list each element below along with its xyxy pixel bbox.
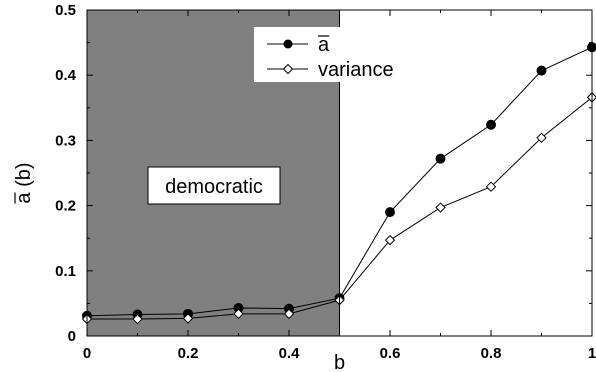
- y-tick-label: 0.2: [55, 198, 76, 215]
- data-point-diamond: [283, 308, 295, 320]
- legend-label: a: [318, 34, 330, 56]
- y-axis-label: a (b): [13, 162, 35, 203]
- data-point-circle: [435, 153, 446, 164]
- region-label-box: [147, 166, 281, 205]
- data-point-diamond: [233, 308, 244, 320]
- x-tick-label: 0.2: [178, 345, 199, 362]
- legend-marker-circle: [283, 39, 293, 49]
- legend: a variance: [254, 27, 414, 82]
- x-tick-label: 0.4: [279, 345, 301, 362]
- legend-box: [254, 27, 414, 82]
- series-layer: [81, 42, 596, 325]
- data-point-diamond: [485, 181, 497, 192]
- data-point-diamond: [435, 202, 446, 213]
- y-tick-label: 0.4: [55, 67, 77, 84]
- region-label-group: democratic: [147, 166, 281, 205]
- data-point-circle: [536, 65, 547, 76]
- data-point-diamond: [384, 234, 396, 246]
- x-tick-label: 0: [83, 345, 91, 362]
- y-axis-label-group: a (b): [13, 162, 35, 204]
- y-tick-label: 0.3: [55, 132, 76, 149]
- data-point-circle: [385, 207, 395, 218]
- y-tick-label: 0.5: [55, 2, 76, 19]
- region-label: democratic: [165, 176, 263, 198]
- legend-marker-diamond: [282, 63, 294, 75]
- data-point-diamond: [132, 313, 143, 325]
- y-tick-label: 0: [68, 328, 76, 345]
- x-tick-label: 1: [588, 345, 596, 362]
- data-point-circle: [486, 119, 496, 130]
- x-tick-label: 0.8: [481, 345, 502, 362]
- data-point-diamond: [536, 132, 547, 143]
- x-axis-label: b: [334, 352, 345, 372]
- y-tick-label: 0.1: [55, 263, 76, 280]
- data-point-diamond: [182, 313, 194, 324]
- legend-label: variance: [318, 59, 394, 81]
- x-tick-label: 0.6: [380, 345, 401, 362]
- axis-layer: 0 0.2 0.4 0.6 0.8 1 0 0.1 0.2 0.3 0.4 0.5 b a (b): [13, 2, 596, 372]
